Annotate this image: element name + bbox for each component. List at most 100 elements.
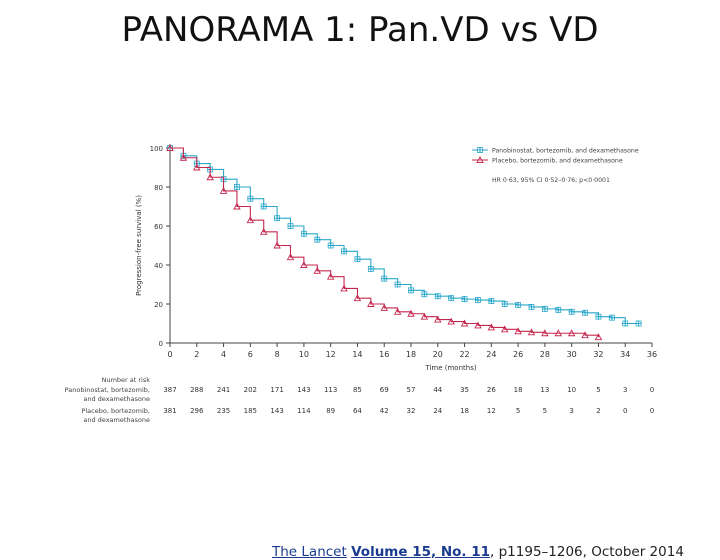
censor-mark (420, 312, 429, 320)
censor-mark (474, 297, 481, 304)
censor-mark (341, 248, 347, 255)
x-tick-label: 26 (513, 350, 523, 359)
x-tick-label: 12 (326, 350, 336, 359)
censor-mark (393, 307, 402, 315)
censor-mark (568, 308, 575, 315)
censor-mark (247, 195, 254, 202)
risk-count: 143 (297, 386, 310, 394)
x-tick-label: 34 (620, 350, 630, 359)
risk-count: 85 (353, 386, 362, 394)
x-axis-label: Time (months) (424, 364, 476, 372)
censor-mark (246, 216, 255, 224)
risk-count: 387 (163, 386, 176, 394)
x-tick-label: 20 (433, 350, 443, 359)
censor-mark (380, 303, 388, 311)
censor-mark (541, 329, 549, 337)
censor-mark (326, 272, 335, 280)
censor-mark (286, 253, 295, 261)
censor-mark (527, 328, 536, 336)
risk-count: 10 (567, 386, 576, 394)
risk-count: 171 (270, 386, 283, 394)
censor-mark (515, 301, 522, 308)
censor-mark (622, 320, 629, 327)
censor-mark (541, 305, 548, 312)
y-tick-label: 60 (154, 223, 163, 231)
risk-count: 296 (190, 407, 204, 415)
censor-mark (354, 256, 361, 263)
x-tick-label: 36 (647, 350, 657, 359)
censor-mark (528, 303, 535, 310)
censor-mark (314, 236, 321, 243)
censor-mark (274, 215, 281, 222)
citation-pages: , p1195–1206, October 2014 (490, 544, 684, 560)
x-tick-label: 32 (593, 350, 603, 359)
risk-count: 12 (487, 407, 496, 415)
risk-count: 381 (163, 407, 176, 415)
censor-mark (595, 313, 602, 320)
censor-mark (274, 215, 281, 222)
censor-mark (434, 293, 441, 300)
risk-count: 202 (244, 386, 257, 394)
censor-mark (515, 302, 522, 308)
y-tick-label: 20 (154, 301, 163, 309)
x-tick-label: 22 (459, 350, 469, 359)
citation-journal-link[interactable]: The Lancet (272, 544, 347, 560)
censor-mark (367, 265, 374, 272)
censor-mark (353, 294, 362, 302)
censor-mark (219, 186, 228, 194)
y-tick-label: 100 (150, 145, 163, 153)
censor-mark (260, 203, 267, 210)
censor-mark (381, 275, 388, 282)
risk-count: 0 (650, 386, 654, 394)
censor-mark (608, 314, 615, 321)
risk-count: 5 (516, 407, 520, 415)
censor-mark (447, 317, 455, 325)
risk-count: 5 (543, 407, 547, 415)
censor-mark (354, 256, 361, 263)
risk-count: 288 (190, 386, 203, 394)
censor-mark (300, 230, 307, 237)
hazard-ratio-annotation: HR 0·63, 95% CI 0·52–0·76; p<0·0001 (492, 177, 610, 184)
censor-mark (179, 153, 188, 161)
citation: The Lancet Volume 15, No. 11, p1195–1206… (272, 544, 684, 560)
x-tick-label: 8 (275, 350, 280, 359)
x-tick-label: 10 (299, 350, 309, 359)
censor-mark (327, 242, 334, 249)
x-tick-label: 28 (540, 350, 550, 359)
risk-count: 24 (433, 407, 442, 415)
x-tick-label: 14 (352, 350, 362, 359)
censor-mark (555, 306, 562, 313)
risk-count: 185 (244, 407, 257, 415)
risk-count: 143 (270, 407, 283, 415)
risk-count: 35 (460, 386, 469, 394)
censor-mark (608, 314, 615, 321)
censor-mark (622, 320, 629, 327)
censor-mark (582, 309, 588, 316)
y-tick-label: 80 (154, 184, 163, 192)
x-tick-label: 4 (221, 350, 226, 359)
risk-table-title: Number at risk (102, 376, 151, 384)
censor-mark (477, 147, 483, 153)
series-placebo (166, 144, 603, 341)
x-tick-label: 2 (194, 350, 199, 359)
risk-count: 5 (596, 386, 600, 394)
censor-mark (488, 298, 495, 305)
censor-mark (260, 203, 267, 210)
risk-count: 57 (407, 386, 416, 394)
x-tick-label: 24 (486, 350, 496, 359)
citation-volume-link[interactable]: Volume 15, No. 11 (351, 544, 491, 560)
censor-mark (476, 156, 484, 163)
censor-mark (408, 287, 414, 294)
censor-mark (568, 308, 575, 315)
risk-count: 0 (650, 407, 654, 415)
risk-row-label: Placebo, bortezomib, (81, 407, 150, 415)
x-tick-label: 18 (406, 350, 416, 359)
risk-count: 42 (380, 407, 389, 415)
censor-mark (394, 281, 401, 288)
censor-mark (206, 173, 214, 181)
censor-mark (273, 241, 281, 249)
risk-count: 69 (380, 386, 389, 394)
censor-mark (488, 298, 495, 304)
censor-mark (313, 266, 322, 274)
